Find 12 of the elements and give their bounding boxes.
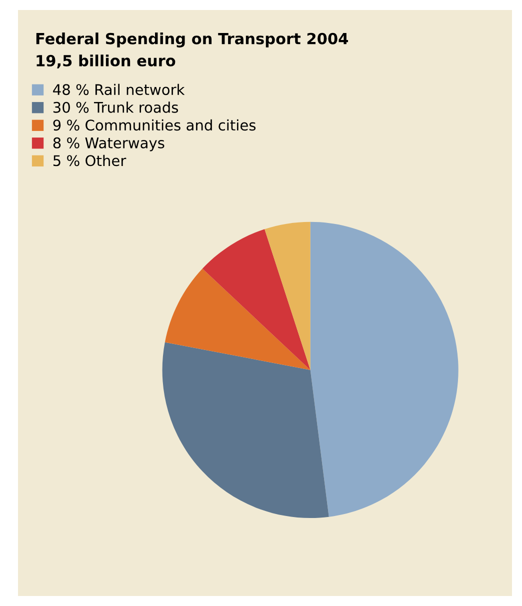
legend-label: 48 % Rail network (53, 84, 185, 96)
legend-label: 9 % Communities and cities (53, 119, 256, 131)
pie-slice (164, 268, 310, 370)
legend-label: 8 % Waterways (53, 137, 164, 152)
legend-label: 5 % Other (53, 154, 126, 166)
pie-slice (202, 229, 310, 370)
chart-subtitle: 19,5 billion euro (36, 54, 176, 68)
chart-title: Federal Spending on Transport 2004 (36, 32, 348, 48)
pie-slice (310, 222, 458, 517)
pie-slice (162, 342, 329, 518)
pie-slice (264, 222, 310, 370)
legend-label: 30 % Trunk roads (53, 102, 178, 113)
